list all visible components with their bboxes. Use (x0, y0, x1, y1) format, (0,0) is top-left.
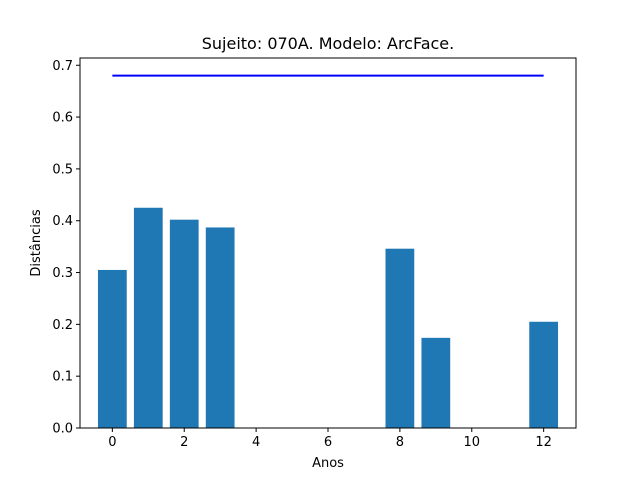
bar (529, 321, 559, 428)
bar (385, 248, 415, 428)
y-axis-title: Distâncias (29, 209, 44, 276)
y-tick-label: 0.2 (52, 318, 73, 333)
x-tick-label: 8 (396, 435, 404, 450)
x-tick-label: 6 (324, 435, 332, 450)
x-tick-label: 0 (108, 435, 116, 450)
y-tick-label: 0.1 (52, 370, 73, 385)
y-tick-label: 0.4 (52, 214, 73, 229)
bars-group (97, 207, 559, 428)
y-tick-label: 0.5 (52, 162, 73, 177)
chart-title: Sujeito: 070A. Modelo: ArcFace. (202, 34, 454, 53)
y-tick-label: 0.6 (52, 111, 73, 126)
x-axis-title: Anos (312, 456, 344, 471)
bar (421, 337, 451, 428)
x-tick-label: 10 (463, 435, 480, 450)
x-tick-label: 4 (252, 435, 260, 450)
bar (169, 219, 199, 428)
y-tick-label: 0.3 (52, 266, 73, 281)
y-tick-label: 0.7 (52, 59, 73, 74)
bar (97, 269, 127, 428)
bar (133, 207, 163, 428)
bar (205, 227, 235, 428)
y-axis: 0.0 0.1 0.2 0.3 0.4 0.5 0.6 0.7 (52, 59, 80, 437)
x-axis: 0 2 4 6 8 10 12 (108, 428, 552, 450)
x-tick-label: 12 (535, 435, 552, 450)
x-tick-label: 2 (180, 435, 188, 450)
y-tick-label: 0.0 (52, 422, 73, 437)
